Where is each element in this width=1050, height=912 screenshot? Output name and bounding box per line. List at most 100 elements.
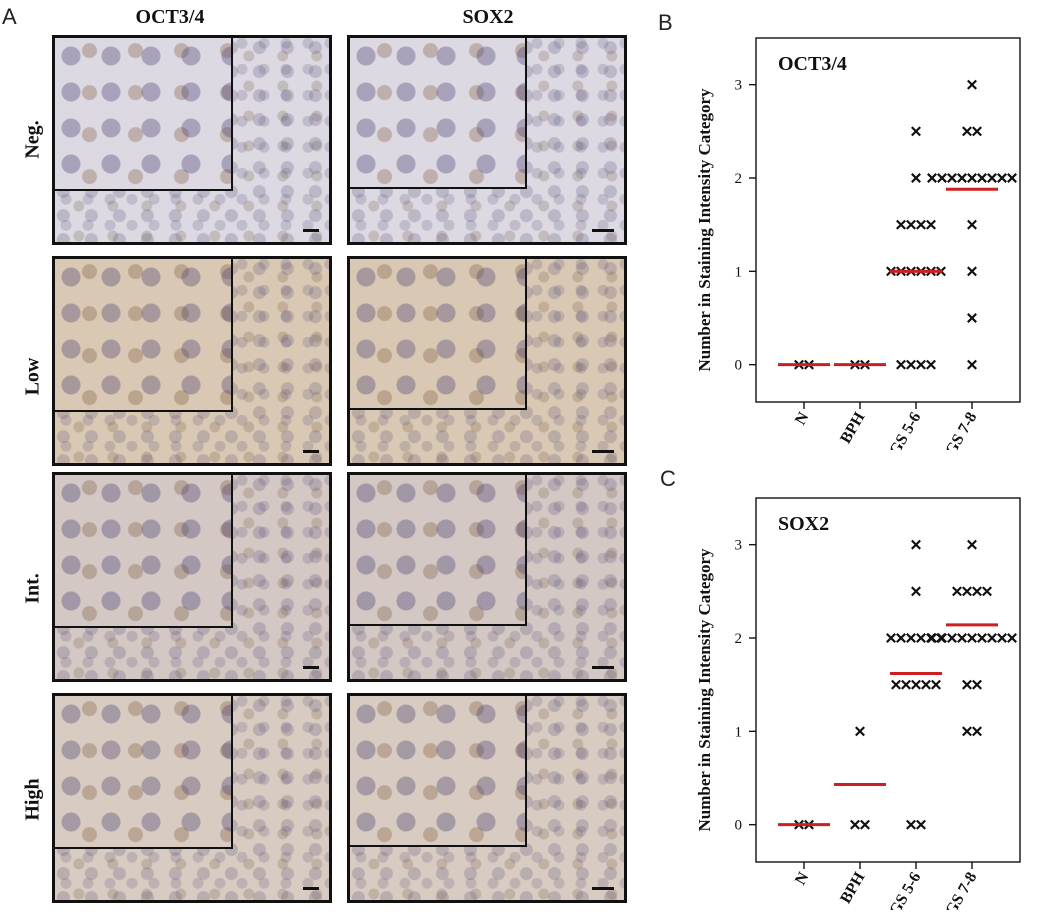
data-point-x-marker (911, 679, 921, 690)
data-point-x-marker (927, 633, 937, 643)
row-label-low: Low (21, 357, 44, 396)
x-tick-label: BPH (837, 409, 868, 446)
data-point-x-marker (911, 126, 921, 137)
data-point-x-marker (982, 586, 992, 597)
micrograph-oct34-neg (52, 35, 332, 245)
data-point-x-marker (1007, 633, 1017, 643)
y-tick-label: 2 (735, 631, 743, 647)
scale-bar (303, 450, 319, 453)
micrograph-inset (350, 475, 527, 626)
y-tick-label: 1 (735, 264, 743, 280)
scale-bar (592, 450, 614, 453)
micrograph-sox2-low (347, 256, 627, 466)
data-point-x-marker (967, 266, 977, 277)
y-tick-label: 0 (735, 818, 743, 834)
data-point-x-marker (886, 633, 896, 643)
data-point-x-marker (901, 679, 911, 690)
data-point-x-marker (926, 359, 936, 370)
data-point-x-marker (962, 126, 972, 137)
scale-bar (592, 666, 614, 669)
data-point-x-marker (850, 819, 860, 830)
data-point-x-marker (957, 173, 967, 183)
data-point-x-marker (855, 726, 865, 737)
data-point-x-marker (967, 359, 977, 370)
panel-a-letter: A (2, 4, 17, 29)
sox2-scatter-chart: 0 1 2 3 Number in Staining Intensity Categor… (695, 497, 1021, 911)
y-axis-label: Number in Staining Intensity Category (695, 548, 714, 832)
data-point-x-marker (896, 219, 906, 230)
data-point-x-marker (977, 173, 987, 183)
micrograph-oct34-int (52, 472, 332, 682)
scale-bar (303, 229, 319, 232)
micrograph-inset (55, 38, 233, 191)
data-point-x-marker (967, 79, 977, 90)
scale-bar (592, 887, 614, 890)
oct34-scatter-chart: 0 1 2 3 Number in Staining Intensity Categor… (695, 37, 1021, 451)
data-point-x-marker (997, 173, 1007, 183)
micrograph-sox2-high (347, 693, 627, 903)
data-point-x-marker (937, 633, 947, 643)
y-tick-label: 0 (735, 358, 743, 374)
data-point-x-marker (906, 819, 916, 830)
row-label-high: High (21, 778, 44, 821)
data-point-x-marker (916, 359, 926, 370)
data-point-x-marker (1007, 173, 1017, 183)
row-label-int: Int. (21, 573, 44, 604)
data-point-x-marker (967, 633, 977, 643)
column-header-oct34: OCT3/4 (135, 6, 205, 28)
x-tick-label: GS 5-6 (886, 870, 924, 911)
data-point-x-marker (972, 126, 982, 137)
data-point-x-marker (967, 219, 977, 230)
data-point-x-marker (962, 726, 972, 737)
data-point-x-marker (977, 633, 987, 643)
x-tick-label: N (792, 869, 813, 888)
chart-title: OCT3/4 (778, 53, 847, 75)
data-point-x-marker (952, 586, 962, 597)
x-tick-label: GS 7-8 (942, 410, 980, 451)
data-point-x-marker (957, 633, 967, 643)
x-tick-label: N (792, 409, 813, 428)
data-point-x-marker (896, 359, 906, 370)
data-point-x-marker (927, 173, 937, 183)
plot-frame (755, 497, 1021, 863)
scale-bar (303, 887, 319, 890)
micrograph-sox2-int (347, 472, 627, 682)
micrograph-sox2-neg (347, 35, 627, 245)
data-point-x-marker (947, 173, 957, 183)
data-point-x-marker (911, 173, 921, 183)
x-tick-label: GS 5-6 (886, 410, 924, 451)
data-point-x-marker (906, 359, 916, 370)
micrograph-oct34-low (52, 256, 332, 466)
y-tick-label: 2 (735, 171, 743, 187)
y-tick-label: 3 (735, 78, 743, 94)
data-point-x-marker (860, 819, 870, 830)
data-point-x-marker (972, 586, 982, 597)
data-point-x-marker (962, 679, 972, 690)
data-point-x-marker (967, 173, 977, 183)
x-tick-label: BPH (837, 869, 868, 906)
y-tick-label: 1 (735, 724, 743, 740)
data-point-x-marker (911, 539, 921, 550)
data-point-x-marker (891, 679, 901, 690)
row-label-neg: Neg. (21, 120, 44, 159)
y-axis-label: Number in Staining Intensity Category (695, 88, 714, 372)
x-tick-label: GS 7-8 (942, 870, 980, 911)
data-point-x-marker (967, 539, 977, 550)
micrograph-inset (55, 475, 233, 628)
data-point-x-marker (931, 679, 941, 690)
y-tick-label: 3 (735, 538, 743, 554)
data-point-x-marker (937, 173, 947, 183)
micrograph-inset (350, 696, 527, 847)
data-point-x-marker (987, 173, 997, 183)
micrograph-inset (350, 38, 527, 189)
data-point-x-marker (921, 679, 931, 690)
data-point-x-marker (926, 219, 936, 230)
data-point-x-marker (906, 219, 916, 230)
data-point-x-marker (972, 679, 982, 690)
data-point-x-marker (911, 586, 921, 597)
data-point-x-marker (962, 586, 972, 597)
panel-b-letter: B (658, 10, 673, 35)
data-point-x-marker (916, 219, 926, 230)
data-point-x-marker (967, 313, 977, 323)
scale-bar (303, 666, 319, 669)
